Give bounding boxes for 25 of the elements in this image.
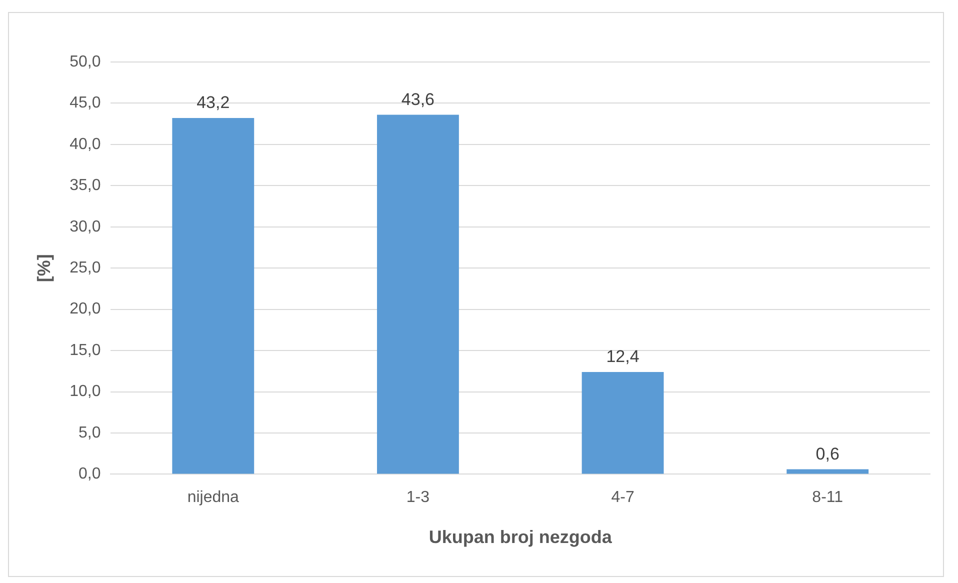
y-tick-label: 15,0 bbox=[70, 342, 101, 359]
x-axis-title: Ukupan broj nezgoda bbox=[428, 527, 613, 548]
y-tick-label: 50,0 bbox=[70, 53, 101, 70]
y-tick-label: 10,0 bbox=[70, 383, 101, 400]
y-axis-title: [%] bbox=[34, 254, 54, 282]
x-tick-label: 8-11 bbox=[812, 489, 844, 506]
bar bbox=[582, 372, 664, 474]
bar bbox=[377, 114, 459, 474]
bar bbox=[172, 118, 254, 474]
y-tick-label: 5,0 bbox=[78, 424, 101, 442]
x-tick-label: 4-7 bbox=[611, 489, 634, 506]
data-label: 0,6 bbox=[816, 444, 840, 464]
y-tick-label: 30,0 bbox=[70, 218, 101, 236]
bar bbox=[786, 469, 869, 474]
data-label: 12,4 bbox=[606, 347, 640, 366]
y-tick-label: 0,0 bbox=[78, 466, 101, 483]
x-tick-label: nijedna bbox=[187, 489, 240, 506]
x-tick-label: 1-3 bbox=[406, 489, 430, 506]
y-tick-label: 25,0 bbox=[70, 260, 101, 277]
y-tick-label: 35,0 bbox=[70, 177, 101, 194]
y-tick-label: 45,0 bbox=[70, 94, 101, 112]
y-tick-label: 20,0 bbox=[70, 300, 101, 318]
data-label: 43,2 bbox=[196, 93, 230, 112]
y-tick-label: 40,0 bbox=[70, 136, 101, 153]
data-label: 43,6 bbox=[401, 90, 435, 109]
